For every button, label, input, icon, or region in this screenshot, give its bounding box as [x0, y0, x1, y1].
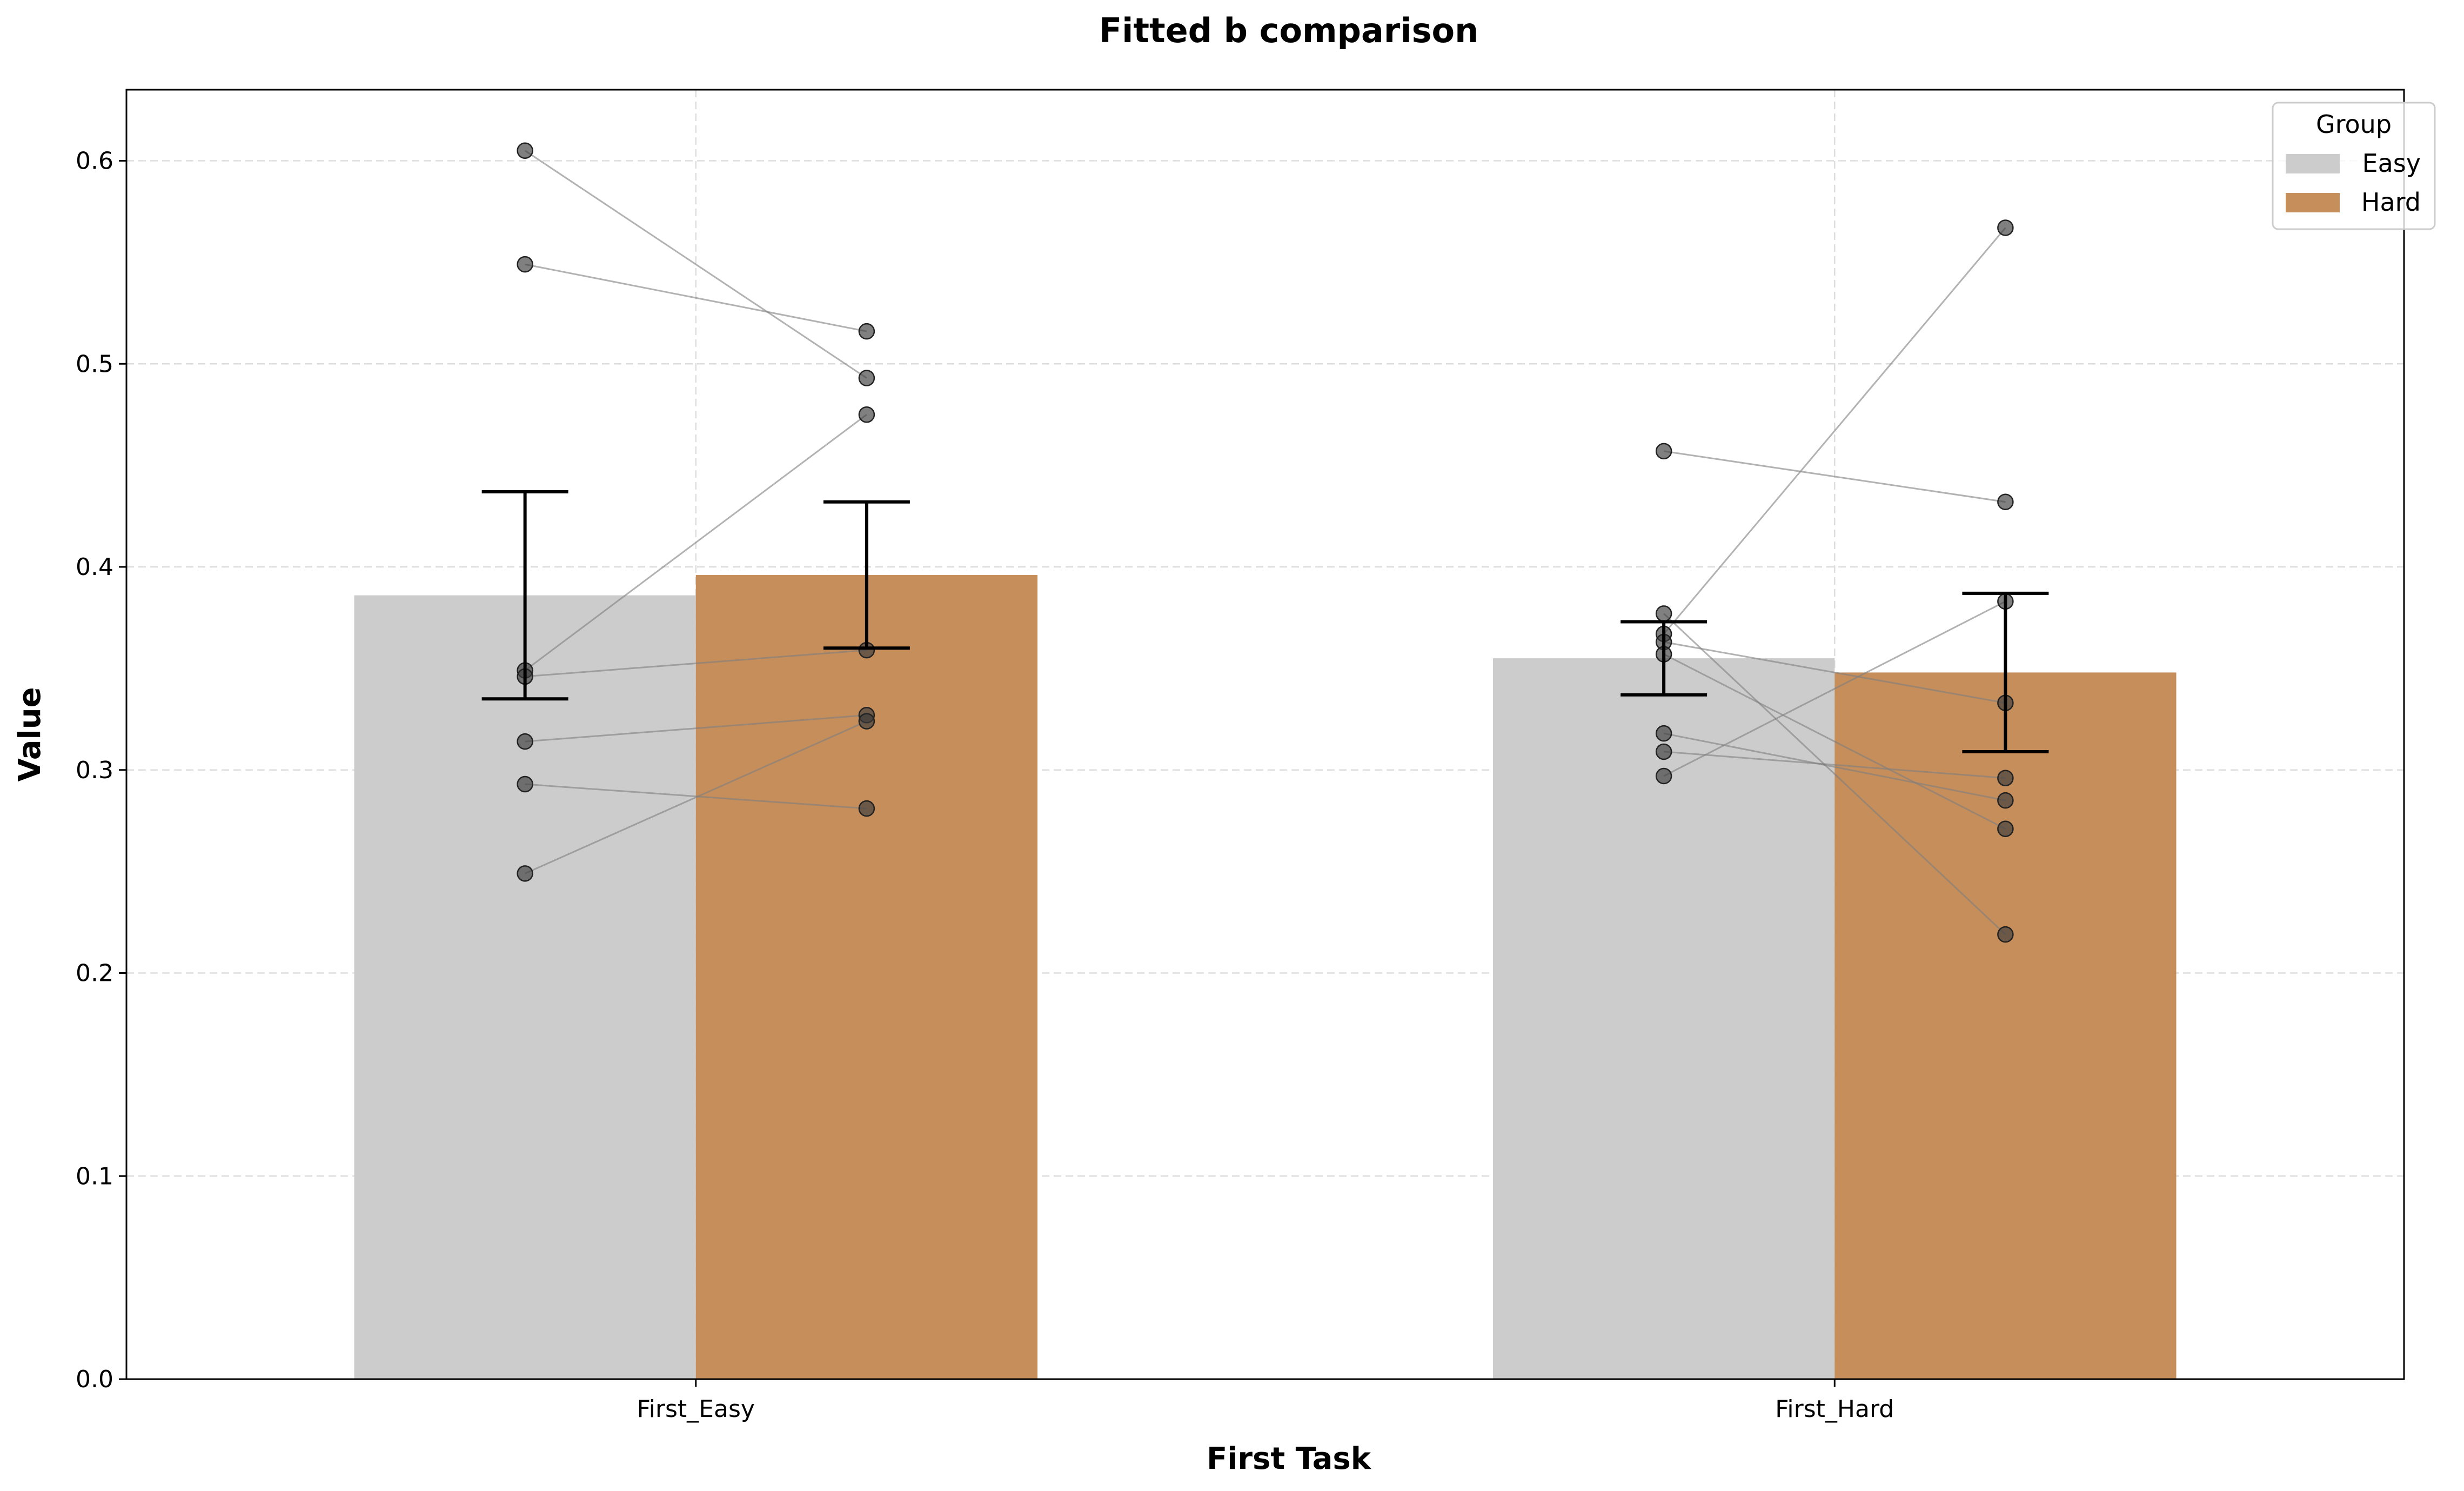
data-point-hard: [1997, 219, 2014, 236]
data-point-easy: [517, 256, 533, 273]
pair-line: [1663, 450, 2006, 503]
x-axis-title: First Task: [1207, 1441, 1372, 1476]
data-point-easy: [517, 865, 533, 882]
data-point-easy: [517, 775, 533, 793]
pair-line: [524, 150, 867, 379]
pair-line: [1663, 653, 2006, 830]
legend-label-hard: Hard: [2361, 188, 2421, 217]
bar-hard: [695, 575, 1037, 1379]
data-point-hard: [858, 800, 875, 817]
y-tick-label: 0.3: [76, 757, 113, 784]
pair-line: [1664, 751, 2006, 779]
legend-title: Group: [2316, 110, 2392, 139]
data-points: [517, 142, 2014, 943]
data-point-hard: [858, 370, 875, 386]
pair-line: [525, 720, 867, 874]
y-tick-label: 0.1: [76, 1162, 113, 1190]
data-point-hard: [1997, 493, 2014, 511]
data-point-easy: [1655, 725, 1672, 742]
data-point-hard: [858, 406, 875, 423]
paired-lines: [524, 150, 2006, 935]
bar-easy: [1493, 658, 1835, 1379]
legend-swatch-hard: [2286, 193, 2340, 212]
pair-line: [1663, 613, 2006, 935]
plot-area-frame: [125, 89, 2405, 1380]
pair-line: [1663, 732, 2006, 801]
data-point-easy: [517, 142, 533, 159]
data-point-hard: [1997, 792, 2014, 809]
legend-swatch-easy: [2286, 154, 2340, 173]
pair-line: [1663, 227, 2006, 634]
x-tick-label: First_Easy: [637, 1395, 755, 1423]
error-bars: [481, 490, 2049, 753]
data-point-hard: [1997, 926, 2014, 943]
y-tick-label: 0.2: [76, 960, 113, 987]
data-point-hard: [858, 713, 875, 730]
pair-line: [1663, 600, 2006, 777]
chart-title: Fitted b comparison: [1099, 11, 1479, 50]
y-axis-title: Value: [12, 687, 48, 781]
bar-easy: [354, 595, 696, 1379]
pair-line: [525, 263, 867, 332]
x-tick-label: First_Hard: [1775, 1395, 1894, 1423]
bars: [354, 575, 2177, 1379]
data-point-easy: [1655, 767, 1672, 785]
y-tick-label: 0.0: [76, 1366, 113, 1393]
legend-label-easy: Easy: [2362, 149, 2421, 178]
data-point-easy: [1655, 743, 1672, 760]
data-point-hard: [858, 323, 875, 340]
pair-line: [524, 413, 867, 671]
pair-line: [525, 783, 867, 810]
bar-hard: [1834, 672, 2177, 1379]
data-point-hard: [1997, 820, 2014, 837]
pair-line: [525, 649, 867, 678]
data-point-easy: [1655, 443, 1672, 460]
y-axis: 0.0 0.1 0.2 0.3 0.4 0.5 0.6: [76, 148, 126, 1393]
data-point-easy: [517, 733, 533, 750]
y-tick-label: 0.5: [76, 350, 113, 378]
legend: Group Easy Hard: [2272, 102, 2436, 230]
pair-line: [1663, 641, 2006, 704]
y-tick-label: 0.6: [76, 148, 113, 175]
data-point-hard: [1997, 770, 2014, 787]
pair-line: [525, 714, 867, 743]
data-point-easy: [1655, 605, 1672, 622]
y-tick-label: 0.4: [76, 553, 113, 581]
x-axis: First_Easy First_Hard: [637, 1379, 1894, 1423]
